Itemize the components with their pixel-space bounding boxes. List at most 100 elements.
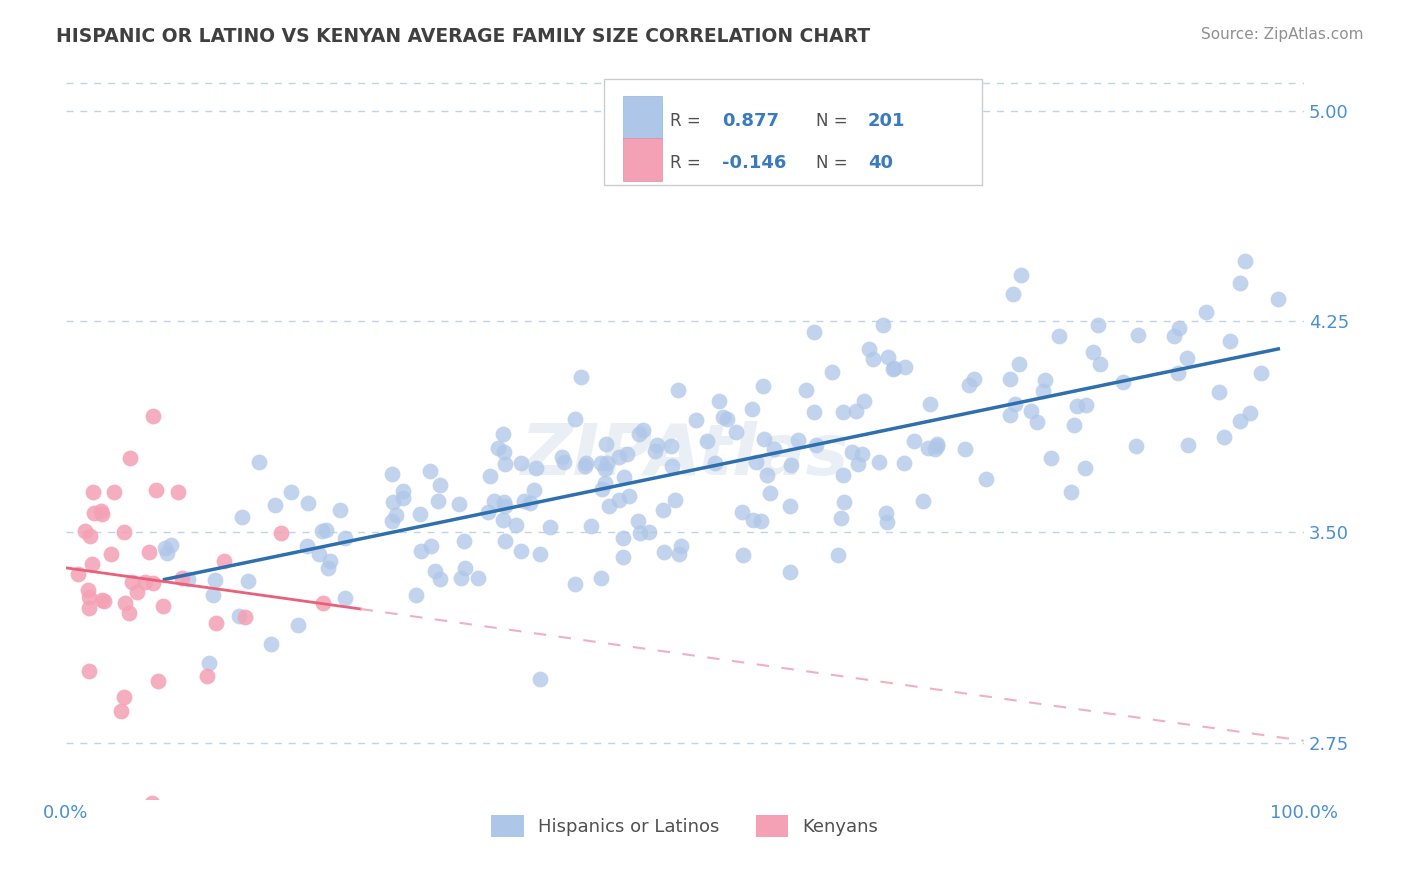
Point xyxy=(67,567,90,582)
FancyBboxPatch shape xyxy=(623,138,662,181)
Point xyxy=(957,377,980,392)
Point xyxy=(177,572,200,586)
Point xyxy=(82,557,104,571)
Point xyxy=(418,464,440,478)
Point xyxy=(851,447,873,461)
Point xyxy=(846,457,869,471)
Point xyxy=(425,564,447,578)
Point xyxy=(1167,367,1189,381)
Point xyxy=(794,383,817,397)
Point xyxy=(93,594,115,608)
Point xyxy=(411,544,433,558)
Point xyxy=(134,574,156,589)
Point xyxy=(195,669,218,683)
Point xyxy=(228,609,250,624)
Point xyxy=(509,456,531,470)
Point xyxy=(77,590,100,604)
Point xyxy=(212,554,235,568)
Point xyxy=(453,561,475,575)
Point xyxy=(1175,351,1198,365)
Point xyxy=(779,499,801,513)
FancyBboxPatch shape xyxy=(623,95,662,138)
Point xyxy=(112,525,135,540)
Point xyxy=(591,570,613,584)
Point xyxy=(591,456,613,470)
Point xyxy=(484,494,506,508)
Point xyxy=(917,441,939,455)
Point xyxy=(551,450,574,464)
Text: -0.146: -0.146 xyxy=(721,154,786,172)
Point xyxy=(477,505,499,519)
Point xyxy=(233,610,256,624)
Point xyxy=(803,404,825,418)
Point xyxy=(83,506,105,520)
Point xyxy=(494,534,516,549)
Point xyxy=(405,588,427,602)
Point xyxy=(882,362,904,376)
Text: HISPANIC OR LATINO VS KENYAN AVERAGE FAMILY SIZE CORRELATION CHART: HISPANIC OR LATINO VS KENYAN AVERAGE FAM… xyxy=(56,27,870,45)
Point xyxy=(661,459,683,474)
Point xyxy=(575,456,598,470)
Point xyxy=(156,546,179,560)
Point xyxy=(841,445,863,459)
Point xyxy=(920,397,942,411)
Point xyxy=(645,438,668,452)
Point xyxy=(607,493,630,508)
Point xyxy=(450,571,472,585)
Point xyxy=(1208,384,1230,399)
Point xyxy=(1126,328,1149,343)
Point xyxy=(1004,397,1026,411)
Point xyxy=(1229,414,1251,428)
Point xyxy=(264,498,287,512)
Point xyxy=(668,547,690,561)
Point xyxy=(82,484,104,499)
Point xyxy=(627,514,650,528)
Point xyxy=(1066,400,1088,414)
Point xyxy=(998,408,1021,422)
Point xyxy=(1234,254,1257,268)
Point xyxy=(755,468,778,483)
Point xyxy=(287,617,309,632)
Point xyxy=(429,572,451,586)
Point xyxy=(832,404,855,418)
Point xyxy=(112,690,135,705)
Point xyxy=(204,616,226,631)
Point xyxy=(631,423,654,437)
Point xyxy=(752,432,775,446)
Point xyxy=(114,595,136,609)
Point xyxy=(381,514,404,528)
Point xyxy=(1219,334,1241,348)
Point xyxy=(876,515,898,529)
Point xyxy=(505,518,527,533)
Text: R =: R = xyxy=(669,154,706,172)
Point xyxy=(1060,485,1083,500)
Point xyxy=(725,425,748,439)
Point xyxy=(779,565,801,579)
Point xyxy=(862,352,884,367)
Point xyxy=(381,467,404,481)
Point xyxy=(1019,403,1042,417)
Point xyxy=(409,508,432,522)
Point xyxy=(786,433,808,447)
Point xyxy=(751,514,773,528)
Point xyxy=(628,526,651,541)
Point xyxy=(311,524,333,538)
Point xyxy=(138,544,160,558)
Point xyxy=(312,595,335,609)
Point xyxy=(595,437,617,451)
Point xyxy=(316,561,339,575)
Point xyxy=(581,519,603,533)
Point xyxy=(763,442,786,456)
Point xyxy=(1090,357,1112,371)
Point xyxy=(1001,287,1024,301)
Point xyxy=(638,525,661,540)
Point xyxy=(716,412,738,426)
Point xyxy=(308,547,330,561)
Point xyxy=(612,531,634,545)
Point xyxy=(427,494,450,508)
Point xyxy=(238,574,260,588)
Point xyxy=(419,539,441,553)
Point xyxy=(731,505,754,519)
Point xyxy=(1081,345,1104,359)
Point xyxy=(492,427,515,442)
